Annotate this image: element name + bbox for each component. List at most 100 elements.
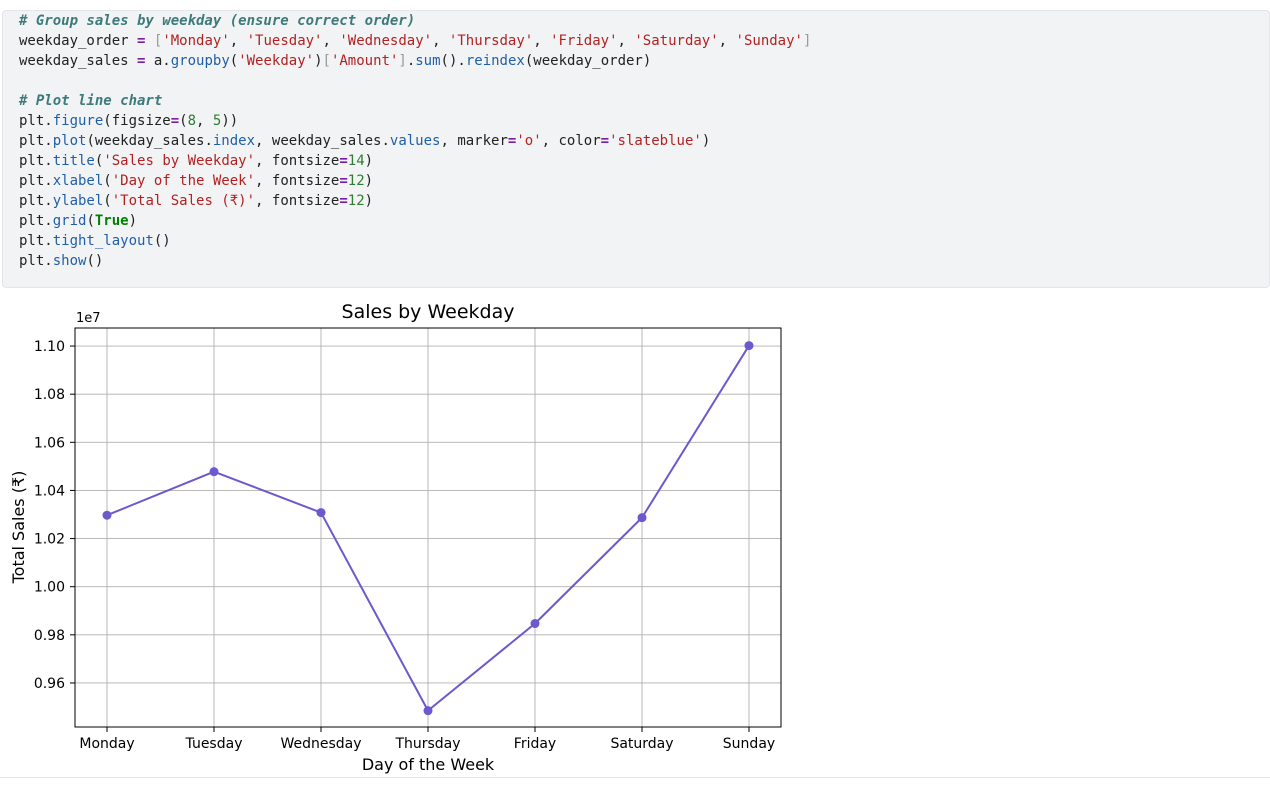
- code-token: (: [86, 213, 95, 229]
- code-token: 14: [347, 153, 365, 169]
- code-token: (weekday_order): [524, 53, 652, 69]
- code-token: ): [314, 53, 323, 69]
- code-token: ): [364, 153, 374, 169]
- code-token: (): [86, 253, 104, 269]
- code-token: plt.: [19, 113, 53, 129]
- cell-output: Monday Tuesday Wednesday Thursday Friday Satu…: [0, 290, 1270, 778]
- data-point-friday: [530, 619, 540, 629]
- code-token: (: [103, 173, 112, 189]
- code-token: (figsize: [103, 113, 171, 129]
- y-tick-label: 0.98: [34, 628, 65, 644]
- code-token: reindex: [465, 53, 525, 69]
- code-token: ,: [617, 33, 635, 49]
- code-token: ylabel: [52, 193, 104, 209]
- code-token: plt.: [19, 213, 53, 229]
- code-token: , fontsize: [255, 153, 340, 169]
- code-token: ]: [398, 53, 407, 69]
- y-axis-ticks: 0.96 0.98 1.00 1.02 1.04 1.06 1.08 1.10: [34, 339, 75, 692]
- y-offset-label: 1e7: [76, 311, 101, 326]
- code-line: weekday_sales = a.groupby('Weekday')['Am…: [19, 51, 811, 71]
- data-point-thursday: [423, 706, 433, 716]
- code-token: ,: [718, 33, 736, 49]
- code-token: [: [322, 53, 331, 69]
- code-token: 5: [212, 113, 222, 129]
- code-token: 'Tuesday': [246, 33, 323, 49]
- code-token: show: [52, 253, 87, 269]
- chart-title: Sales by Weekday: [342, 301, 515, 323]
- code-token: plt.: [19, 253, 53, 269]
- code-token: ): [128, 213, 138, 229]
- code-line: plt.title('Sales by Weekday', fontsize=1…: [19, 151, 811, 171]
- code-token: # Plot line chart: [19, 93, 163, 109]
- code-token: =: [339, 193, 348, 209]
- code-token: ,: [196, 113, 213, 129]
- y-tick-label: 1.04: [34, 483, 65, 499]
- code-token: plot: [52, 133, 87, 149]
- code-token: , fontsize: [255, 173, 340, 189]
- code-token: =: [170, 113, 180, 129]
- data-point-tuesday: [209, 467, 219, 477]
- code-token: 'Saturday': [634, 33, 719, 49]
- y-tick-label: 1.10: [34, 339, 65, 355]
- code-token: (weekday_sales.: [86, 133, 213, 149]
- y-axis-label: Total Sales (₹): [9, 471, 28, 585]
- code-line: plt.xlabel('Day of the Week', fontsize=1…: [19, 171, 811, 191]
- x-tick-label: Wednesday: [280, 736, 361, 752]
- code-line: plt.grid(True): [19, 211, 811, 231]
- code-line: plt.ylabel('Total Sales (₹)', fontsize=1…: [19, 191, 811, 211]
- x-tick-label: Sunday: [723, 736, 775, 752]
- code-token: 'Total Sales (₹)': [111, 193, 256, 209]
- code-token: # Group sales by weekday (ensure correct…: [19, 13, 416, 29]
- code-token: 'Thursday': [448, 33, 534, 49]
- code-token: title: [52, 153, 95, 169]
- code-token: =: [507, 133, 517, 149]
- y-tick-label: 1.00: [34, 580, 65, 596]
- code-token: , color: [541, 133, 601, 149]
- code-token: weekday_order: [19, 33, 138, 49]
- code-token: groupby: [170, 53, 230, 69]
- code-token: (: [229, 53, 239, 69]
- code-token: [145, 33, 153, 49]
- code-token: 12: [347, 173, 365, 189]
- code-token: True: [94, 213, 129, 229]
- code-token: , fontsize: [255, 193, 340, 209]
- code-token: a.: [145, 53, 171, 69]
- x-tick-label: Tuesday: [185, 736, 243, 752]
- code-token: ): [701, 133, 711, 149]
- code-token: ): [364, 193, 374, 209]
- code-token: ): [364, 173, 374, 189]
- code-token: (): [153, 233, 171, 249]
- data-point-sunday: [744, 341, 754, 351]
- code-token: 'Monday': [162, 33, 230, 49]
- line-chart: Monday Tuesday Wednesday Thursday Friday Satu…: [9, 301, 782, 774]
- x-tick-label: Friday: [514, 736, 556, 752]
- code-line: weekday_order = ['Monday', 'Tuesday', 'W…: [19, 31, 811, 51]
- code-token: weekday_sales: [19, 53, 138, 69]
- cell-separator: [0, 777, 1270, 778]
- code-token: grid: [52, 213, 87, 229]
- code-token: ,: [432, 33, 449, 49]
- code-token: values: [389, 133, 441, 149]
- code-token: plt.: [19, 193, 53, 209]
- code-line: plt.figure(figsize=(8, 5)): [19, 111, 811, 131]
- x-tick-label: Saturday: [610, 736, 673, 752]
- code-token: =: [137, 33, 146, 49]
- code-token: (: [94, 153, 104, 169]
- code-token: 12: [347, 193, 365, 209]
- code-token: plt.: [19, 153, 53, 169]
- code-editor[interactable]: # Group sales by weekday (ensure correct…: [19, 11, 811, 271]
- code-token: index: [212, 133, 256, 149]
- code-line: plt.plot(weekday_sales.index, weekday_sa…: [19, 131, 811, 151]
- data-point-wednesday: [316, 508, 326, 518]
- y-tick-label: 1.06: [34, 435, 65, 451]
- code-token: 'Day of the Week': [111, 173, 256, 189]
- y-tick-label: 1.02: [34, 532, 65, 548]
- data-point-monday: [102, 510, 112, 520]
- code-token: figure: [52, 113, 104, 129]
- code-token: ().: [440, 53, 466, 69]
- code-token: 8: [187, 113, 197, 129]
- code-token: (: [179, 113, 188, 129]
- code-cell[interactable]: # Group sales by weekday (ensure correct…: [2, 10, 1270, 288]
- code-token: 'Amount': [330, 53, 399, 69]
- code-token: =: [137, 53, 146, 69]
